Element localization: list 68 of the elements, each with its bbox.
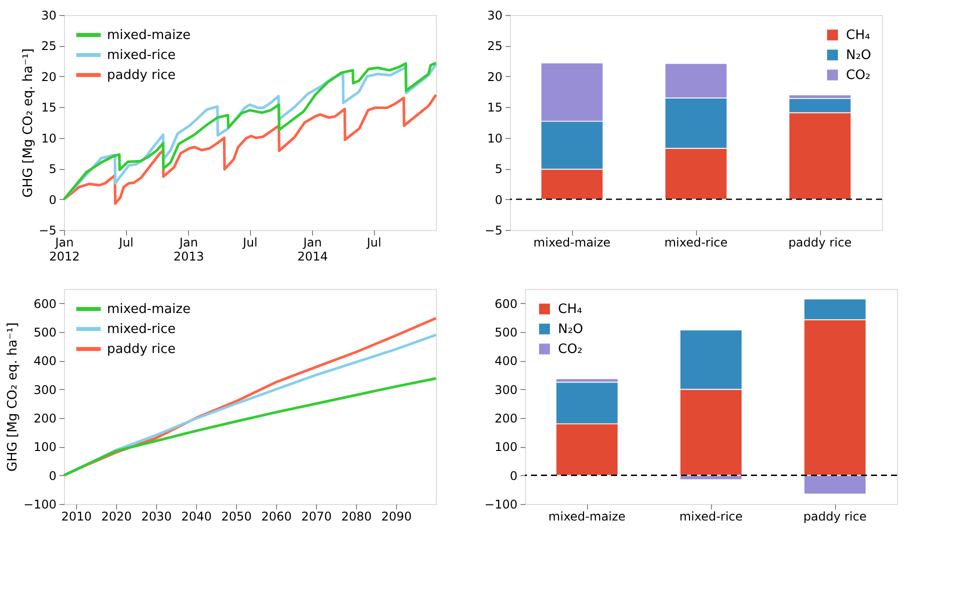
x-tick-label: 2040 bbox=[181, 510, 212, 524]
x-tick-label: 2090 bbox=[381, 510, 412, 524]
y-tick-label: 20 bbox=[487, 70, 502, 84]
y-tick-label: 300 bbox=[34, 382, 56, 397]
y-tick-label: 100 bbox=[34, 440, 56, 454]
y-tick-label: 25 bbox=[487, 39, 502, 54]
y-tick-label: 100 bbox=[494, 440, 518, 454]
x-tick-label: 2080 bbox=[341, 510, 372, 524]
y-tick-label: 500 bbox=[34, 326, 56, 340]
y-tick-label: 500 bbox=[494, 326, 518, 340]
y-tick-label: 600 bbox=[34, 296, 56, 311]
y-tick-label: 400 bbox=[34, 354, 56, 368]
legend-label: N₂O bbox=[846, 48, 872, 63]
legend-label: mixed-rice bbox=[107, 48, 176, 63]
y-tick-label: 200 bbox=[494, 412, 518, 426]
x-tick-label: Jul bbox=[366, 236, 382, 250]
y-tick-label: 0 bbox=[48, 192, 56, 207]
y-tick-label: 20 bbox=[41, 70, 56, 84]
line-series bbox=[62, 377, 438, 477]
y-tick-label: −5 bbox=[38, 224, 56, 238]
x-tick-label: mixed-maize bbox=[548, 510, 626, 524]
x-tick-label: paddy rice bbox=[803, 510, 867, 524]
y-tick-label: 200 bbox=[34, 412, 56, 426]
y-tick-label: 15 bbox=[487, 100, 502, 115]
y-tick-label: −100 bbox=[24, 498, 56, 512]
y-tick-label: 0 bbox=[494, 192, 502, 207]
y-tick-label: 25 bbox=[41, 39, 56, 54]
y-tick-label: 300 bbox=[494, 382, 518, 397]
y-tick-label: 5 bbox=[494, 162, 502, 176]
y-tick-label: 0 bbox=[510, 468, 518, 483]
legend-label: mixed-maize bbox=[107, 28, 191, 43]
y-tick-label: 30 bbox=[487, 8, 502, 22]
y-tick-label: 10 bbox=[41, 131, 56, 146]
legend-label: CH₄ bbox=[846, 28, 870, 43]
y-tick-label: 30 bbox=[41, 8, 56, 22]
x-tick-label: Jan 2013 bbox=[173, 236, 204, 264]
legend-label: N₂O bbox=[558, 322, 584, 337]
x-tick-label: 2020 bbox=[101, 510, 132, 524]
y-tick-label: −100 bbox=[484, 498, 518, 512]
x-tick-label: mixed-maize bbox=[533, 236, 611, 250]
x-tick-label: paddy rice bbox=[788, 236, 852, 250]
y-tick-label: 400 bbox=[494, 354, 518, 368]
legend-label: paddy rice bbox=[107, 68, 176, 83]
x-tick-label: Jan 2014 bbox=[297, 236, 328, 264]
legend-label: paddy rice bbox=[107, 342, 176, 357]
x-tick-label: Jan 2012 bbox=[49, 236, 80, 264]
y-tick-label: −5 bbox=[484, 224, 502, 238]
y-tick-label: 0 bbox=[48, 468, 56, 483]
y-axis-title: GHG [Mg CO₂ eq. ha⁻¹] bbox=[6, 322, 21, 472]
legend-label: mixed-maize bbox=[107, 302, 191, 317]
x-tick-label: 2070 bbox=[301, 510, 332, 524]
x-tick-label: Jul bbox=[242, 236, 258, 250]
y-axis-title: GHG [Mg CO₂ eq. ha⁻¹] bbox=[20, 48, 36, 198]
x-tick-label: mixed-rice bbox=[664, 236, 728, 250]
legend-label: CO₂ bbox=[846, 68, 871, 83]
x-tick-label: Jul bbox=[118, 236, 134, 250]
legend-label: CH₄ bbox=[558, 302, 582, 317]
y-tick-label: 600 bbox=[494, 296, 518, 311]
legend-label: mixed-rice bbox=[107, 322, 176, 337]
x-tick-label: mixed-rice bbox=[679, 510, 743, 524]
x-tick-label: 2060 bbox=[261, 510, 292, 524]
legend-label: CO₂ bbox=[558, 342, 583, 357]
y-tick-label: 15 bbox=[41, 100, 56, 115]
y-tick-label: 5 bbox=[48, 162, 56, 176]
y-tick-label: 10 bbox=[487, 131, 502, 146]
x-tick-label: 2030 bbox=[141, 510, 172, 524]
x-tick-label: 2010 bbox=[61, 510, 92, 524]
x-tick-label: 2050 bbox=[221, 510, 252, 524]
